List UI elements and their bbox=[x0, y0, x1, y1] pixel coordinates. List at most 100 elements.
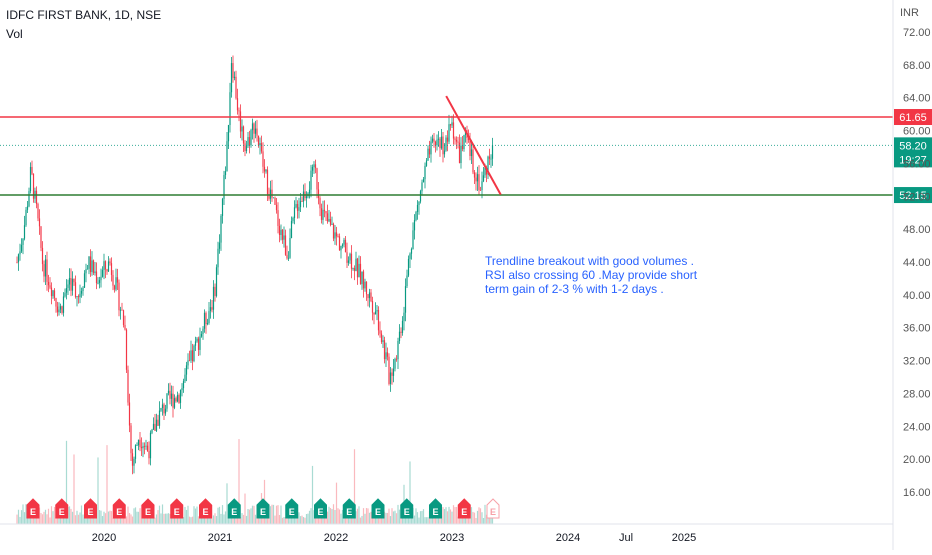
earnings-marker[interactable]: E bbox=[84, 498, 97, 519]
volume-bar bbox=[89, 514, 92, 524]
candle-body bbox=[431, 138, 434, 142]
candle-body bbox=[329, 219, 332, 225]
symbol-title[interactable]: IDFC FIRST BANK, 1D, NSE bbox=[6, 8, 162, 22]
volume-bar bbox=[47, 508, 50, 524]
volume-bar bbox=[188, 516, 191, 524]
volume-bar bbox=[386, 512, 389, 524]
candle-body bbox=[319, 197, 321, 209]
candle-body bbox=[338, 236, 341, 251]
earnings-marker-letter: E bbox=[260, 507, 266, 517]
earnings-marker[interactable]: E bbox=[199, 498, 212, 519]
candle-body bbox=[151, 429, 153, 433]
candle-body bbox=[226, 141, 228, 172]
y-tick-label: 32.00 bbox=[903, 356, 931, 368]
earnings-marker[interactable]: E bbox=[141, 498, 155, 519]
candle-body bbox=[19, 251, 21, 255]
earnings-marker[interactable]: E bbox=[170, 498, 184, 519]
volume-bar bbox=[389, 516, 392, 524]
earnings-marker[interactable]: E bbox=[371, 498, 385, 519]
volume-bar bbox=[308, 510, 311, 524]
candle-body bbox=[28, 191, 30, 207]
earnings-marker[interactable]: E bbox=[342, 498, 356, 519]
volume-bar bbox=[124, 513, 126, 524]
candle-body bbox=[446, 137, 449, 142]
earnings-marker-letter: E bbox=[59, 507, 65, 517]
candle-body bbox=[280, 229, 282, 235]
earnings-marker[interactable]: E bbox=[256, 498, 270, 519]
candle-body bbox=[17, 254, 20, 263]
candle-body bbox=[467, 137, 470, 141]
candle-body bbox=[418, 201, 420, 205]
earnings-marker[interactable]: E bbox=[486, 498, 500, 519]
candle-body bbox=[289, 238, 291, 258]
annotation-note[interactable]: Trendline breakout with good volumes . R… bbox=[485, 254, 725, 296]
volume-bar bbox=[184, 506, 186, 524]
candle-body bbox=[29, 167, 32, 192]
volume-bar bbox=[223, 514, 225, 524]
candle-body bbox=[265, 169, 267, 172]
volume-bar bbox=[440, 515, 443, 524]
candle-body bbox=[478, 174, 480, 191]
earnings-marker[interactable]: E bbox=[227, 498, 241, 519]
candle-body bbox=[70, 277, 72, 291]
candle-body bbox=[58, 309, 60, 313]
candle-body bbox=[313, 164, 315, 167]
volume-bar bbox=[490, 517, 492, 524]
volume-bar bbox=[152, 517, 155, 524]
volume-bar bbox=[391, 508, 393, 524]
volume-bar bbox=[40, 512, 42, 524]
earnings-marker-shape bbox=[285, 498, 299, 519]
candle-body bbox=[239, 111, 242, 132]
earnings-marker[interactable]: E bbox=[112, 498, 126, 519]
volume-bar bbox=[307, 513, 309, 524]
volume-bar bbox=[482, 517, 485, 524]
drawing-lines[interactable]: 61.65 52.15 58.20 19:27 bbox=[0, 95, 932, 204]
earnings-marker[interactable]: E bbox=[285, 498, 299, 519]
candle-body bbox=[62, 296, 65, 313]
volume-bar bbox=[17, 509, 20, 524]
candle-body bbox=[124, 324, 126, 330]
candle-body bbox=[130, 425, 132, 454]
volume-bar bbox=[430, 515, 432, 524]
volume-bar bbox=[293, 514, 296, 524]
candle-body bbox=[460, 145, 462, 164]
candle-body bbox=[142, 446, 144, 449]
candle-body bbox=[322, 209, 324, 220]
candle-body bbox=[484, 167, 486, 176]
candle-body bbox=[188, 360, 191, 362]
volume-bar bbox=[53, 506, 56, 524]
candle-body bbox=[59, 306, 62, 310]
volume-bar bbox=[163, 513, 165, 524]
candle-body bbox=[221, 198, 224, 216]
earnings-marker[interactable]: E bbox=[314, 498, 327, 519]
candle-body bbox=[409, 253, 411, 259]
earnings-marker[interactable]: E bbox=[429, 498, 442, 519]
volume-bar bbox=[413, 515, 416, 524]
volume-bar bbox=[274, 515, 276, 524]
candle-body bbox=[394, 358, 396, 369]
earnings-marker[interactable]: E bbox=[457, 498, 471, 519]
price-label: 61.65 bbox=[899, 112, 927, 124]
last-price-box bbox=[894, 137, 932, 168]
candle-body bbox=[284, 235, 287, 255]
volume-bar bbox=[484, 504, 486, 524]
earnings-marker[interactable]: E bbox=[55, 498, 69, 519]
earnings-marker[interactable]: E bbox=[26, 498, 40, 519]
volume-legend[interactable]: Vol bbox=[6, 27, 23, 41]
earnings-marker[interactable]: E bbox=[400, 498, 414, 519]
volume-bar bbox=[106, 445, 108, 524]
volume-bar bbox=[127, 506, 129, 524]
volume-bar bbox=[166, 513, 168, 524]
candle-body bbox=[65, 288, 68, 293]
candle-body bbox=[43, 264, 45, 277]
volume-bar bbox=[299, 516, 302, 524]
earnings-marker-shape bbox=[400, 498, 414, 519]
y-tick-label: 60.00 bbox=[903, 126, 931, 138]
volume-bar bbox=[247, 508, 249, 524]
candle-body bbox=[476, 174, 479, 182]
candle-body bbox=[449, 124, 452, 126]
